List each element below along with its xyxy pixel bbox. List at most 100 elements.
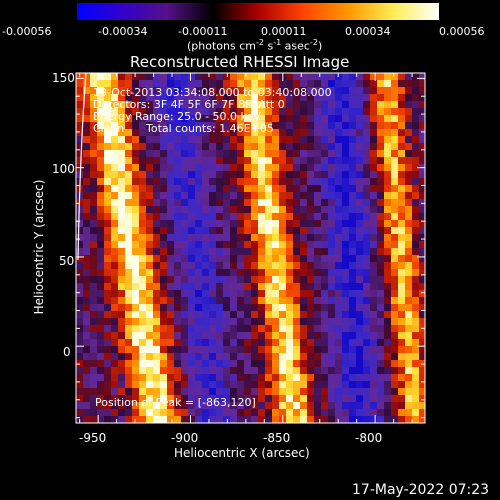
heatmap-cell (321, 269, 329, 277)
heatmap-cell (300, 213, 308, 221)
heatmap-cell (125, 346, 133, 354)
heatmap-cell (349, 150, 357, 158)
heatmap-cell (321, 150, 329, 158)
heatmap-cell (377, 150, 385, 158)
heatmap-cell (195, 87, 203, 95)
heatmap-cell (230, 129, 238, 137)
plot-frame (75, 72, 426, 424)
heatmap-cell (384, 262, 392, 270)
heatmap-cell (349, 374, 357, 382)
heatmap-cell (258, 143, 266, 151)
heatmap-cell (97, 297, 105, 305)
heatmap-cell (181, 80, 189, 88)
heatmap-cell (363, 206, 371, 214)
heatmap-cell (307, 220, 315, 228)
heatmap-cell (153, 388, 161, 396)
heatmap-cell (202, 297, 210, 305)
heatmap-cell (279, 297, 287, 305)
heatmap-cell (405, 122, 413, 130)
heatmap-cell (286, 171, 294, 179)
heatmap-cell (286, 185, 294, 193)
heatmap-cell (146, 136, 154, 144)
heatmap-cell (342, 164, 350, 172)
heatmap-cell (370, 101, 378, 109)
heatmap-cell (97, 269, 105, 277)
heatmap-cell (160, 199, 168, 207)
heatmap-cell (377, 192, 385, 200)
heatmap-cell (377, 220, 385, 228)
heatmap-cell (90, 73, 98, 81)
heatmap-cell (160, 143, 168, 151)
heatmap-cell (405, 94, 413, 102)
heatmap-cell (97, 192, 105, 200)
heatmap-cell (258, 108, 266, 116)
heatmap-cell (160, 108, 168, 116)
heatmap-cell (405, 136, 413, 144)
heatmap-cell (97, 304, 105, 312)
heatmap-cell (286, 122, 294, 130)
heatmap-cell (349, 381, 357, 389)
heatmap-cell (370, 269, 378, 277)
heatmap-cell (405, 353, 413, 361)
heatmap-cell (195, 192, 203, 200)
heatmap-cell (398, 360, 406, 368)
heatmap-cell (174, 381, 182, 389)
heatmap-cell (356, 395, 364, 403)
heatmap-cell (181, 402, 189, 410)
heatmap-cell (328, 381, 336, 389)
heatmap-cell (258, 192, 266, 200)
heatmap-cell (230, 353, 238, 361)
heatmap-cell (209, 220, 217, 228)
heatmap-cell (188, 402, 196, 410)
heatmap-cell (118, 367, 126, 375)
heatmap-cell (356, 108, 364, 116)
heatmap-cell (272, 409, 280, 417)
heatmap-cell (349, 213, 357, 221)
heatmap-cell (321, 108, 329, 116)
heatmap-cell (279, 374, 287, 382)
heatmap-cell (153, 346, 161, 354)
heatmap-cell (377, 339, 385, 347)
heatmap-cell (202, 192, 210, 200)
heatmap-cell (202, 220, 210, 228)
heatmap-cell (314, 108, 322, 116)
heatmap-cell (125, 101, 133, 109)
heatmap-cell (244, 283, 252, 291)
heatmap-cell (335, 367, 343, 375)
heatmap-cell (398, 248, 406, 256)
heatmap-cell (188, 122, 196, 130)
heatmap-cell (237, 199, 245, 207)
heatmap-cell (307, 129, 315, 137)
heatmap-cell (384, 353, 392, 361)
heatmap-cell (321, 143, 329, 151)
heatmap-cell (139, 143, 147, 151)
heatmap-cell (160, 304, 168, 312)
heatmap-cell (258, 269, 266, 277)
heatmap-cell (391, 80, 399, 88)
heatmap-cell (167, 304, 175, 312)
heatmap-cell (244, 248, 252, 256)
heatmap-cell (97, 311, 105, 319)
heatmap-cell (265, 290, 273, 298)
heatmap-cell (307, 304, 315, 312)
heatmap-cell (286, 101, 294, 109)
heatmap-cell (405, 388, 413, 396)
heatmap-cell (398, 283, 406, 291)
heatmap-cell (202, 367, 210, 375)
heatmap-cell (90, 241, 98, 249)
heatmap-cell (104, 325, 112, 333)
heatmap-cell (118, 395, 126, 403)
heatmap-cell (139, 87, 147, 95)
heatmap-cell (335, 192, 343, 200)
heatmap-cell (265, 283, 273, 291)
heatmap-cell (391, 171, 399, 179)
heatmap-cell (342, 388, 350, 396)
heatmap-cell (223, 234, 231, 242)
heatmap-cell (90, 311, 98, 319)
heatmap-cell (118, 402, 126, 410)
heatmap-cell (111, 206, 119, 214)
heatmap-cell (111, 297, 119, 305)
heatmap-cell (83, 122, 91, 130)
heatmap-cell (321, 199, 329, 207)
heatmap-cell (216, 332, 224, 340)
